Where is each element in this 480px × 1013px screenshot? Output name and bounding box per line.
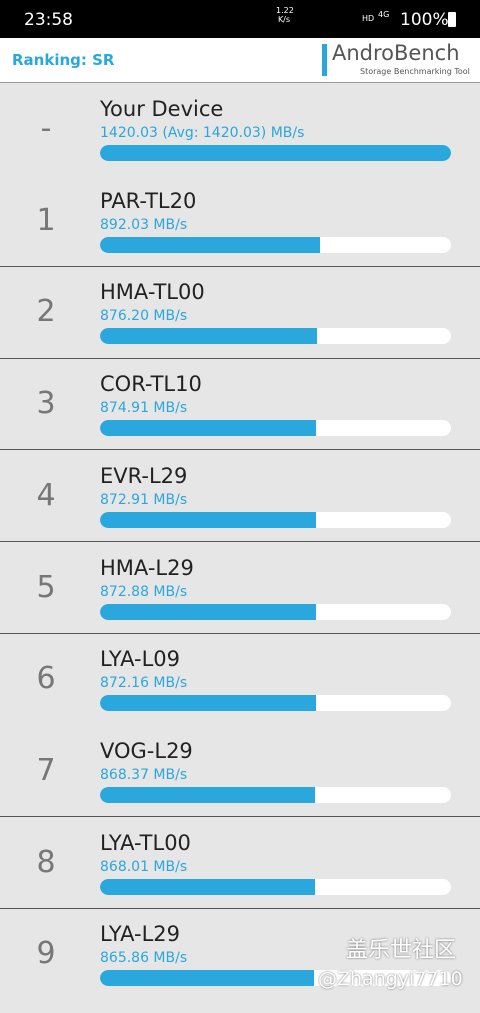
speed-bar <box>100 328 317 345</box>
rank: 2 <box>36 294 56 330</box>
ranking-row: 1 PAR-TL20 892.03 MB/s <box>0 175 480 267</box>
rank: 5 <box>36 569 56 605</box>
speed-track <box>100 878 451 895</box>
net-speed: 1.22 K/s <box>276 6 294 24</box>
speed-label: 868.01 MB/s <box>100 858 188 875</box>
speed-label: 868.37 MB/s <box>100 766 188 783</box>
device-name: LYA-L29 <box>100 922 181 947</box>
speed-bar <box>100 970 315 987</box>
device-name: COR-TL10 <box>100 372 202 397</box>
speed-track <box>100 328 451 345</box>
speed-track <box>100 145 451 161</box>
battery-icon <box>448 12 456 27</box>
device-name: HMA-TL00 <box>100 280 205 305</box>
net-speed-unit: K/s <box>277 15 291 24</box>
device-name: PAR-TL20 <box>100 188 197 213</box>
divider <box>0 449 480 451</box>
watermark-title: 盖乐世社区 <box>346 938 457 963</box>
device-name: HMA-L29 <box>100 555 194 580</box>
header: Ranking: SR AndroBench Storage Benchmark… <box>0 38 480 83</box>
speed-label: 872.91 MB/s <box>100 491 188 508</box>
speed-bar <box>100 786 315 803</box>
watermark-handle: @Zhangyi7710 <box>318 968 463 990</box>
divider <box>0 816 480 818</box>
ranking-row: 8 LYA-TL00 868.01 MB/s <box>0 817 480 909</box>
device-name: EVR-L29 <box>100 463 188 488</box>
speed-track <box>100 236 451 253</box>
logo-bar <box>322 44 327 76</box>
divider <box>0 632 480 634</box>
brand: AndroBench <box>332 41 460 65</box>
speed-bar <box>100 236 321 253</box>
ranking-row: 4 EVR-L29 872.91 MB/s <box>0 450 480 542</box>
ranking-row: 5 HMA-L29 872.88 MB/s <box>0 542 480 634</box>
speed-label: 872.16 MB/s <box>100 675 188 692</box>
network-type: 4G <box>378 10 390 19</box>
speed-track <box>100 970 451 987</box>
speed-label: 874.91 MB/s <box>100 400 188 417</box>
device-name: LYA-L09 <box>100 647 181 672</box>
speed-label: 892.03 MB/s <box>100 216 188 233</box>
rank: 7 <box>36 752 56 788</box>
hd-icon: HD <box>362 14 375 23</box>
rank: 4 <box>36 477 56 513</box>
speed-bar <box>100 603 316 620</box>
speed-bar <box>100 695 316 712</box>
device-name: VOG-L29 <box>100 738 193 763</box>
device-name: Your Device <box>100 97 224 121</box>
net-speed-value: 1.22 <box>276 6 294 15</box>
divider <box>0 907 480 909</box>
speed-bar <box>100 878 315 895</box>
divider <box>0 540 480 542</box>
ranking-row: - Your Device 1420.03 (Avg: 1420.03) MB/s <box>0 83 480 175</box>
rank: 1 <box>36 202 56 238</box>
status-bar: 23:58 1.22 K/s HD 4G 100% <box>0 0 480 38</box>
speed-track <box>100 420 451 437</box>
speed-label: 865.86 MB/s <box>100 950 188 967</box>
tagline: Storage Benchmarking Tool <box>360 67 470 76</box>
ranking-row: 9 LYA-L29 865.86 MB/s <box>0 908 480 1000</box>
speed-label: 876.20 MB/s <box>100 308 188 325</box>
rank: 9 <box>36 936 56 972</box>
battery-level: 100% <box>400 10 449 30</box>
rank: - <box>40 111 52 146</box>
speed-track <box>100 603 451 620</box>
divider <box>0 357 480 359</box>
speed-bar <box>100 511 316 528</box>
speed-track <box>100 695 451 712</box>
speed-bar <box>100 145 451 161</box>
device-name: LYA-TL00 <box>100 830 191 855</box>
rank: 3 <box>36 386 56 422</box>
ranking-row: 6 LYA-L09 872.16 MB/s <box>0 633 480 725</box>
ranking-row: 7 VOG-L29 868.37 MB/s <box>0 725 480 818</box>
rank: 8 <box>36 844 56 880</box>
clock: 23:58 <box>24 10 73 30</box>
ranking-row: 2 HMA-TL00 876.20 MB/s <box>0 266 480 359</box>
page-title: Ranking: SR <box>12 51 115 69</box>
speed-label: 1420.03 (Avg: 1420.03) MB/s <box>100 125 305 141</box>
speed-label: 872.88 MB/s <box>100 583 188 600</box>
rank: 6 <box>36 661 56 697</box>
divider <box>0 265 480 267</box>
speed-track <box>100 786 451 803</box>
speed-bar <box>100 420 317 437</box>
speed-track <box>100 511 451 528</box>
ranking-row: 3 COR-TL10 874.91 MB/s <box>0 358 480 451</box>
